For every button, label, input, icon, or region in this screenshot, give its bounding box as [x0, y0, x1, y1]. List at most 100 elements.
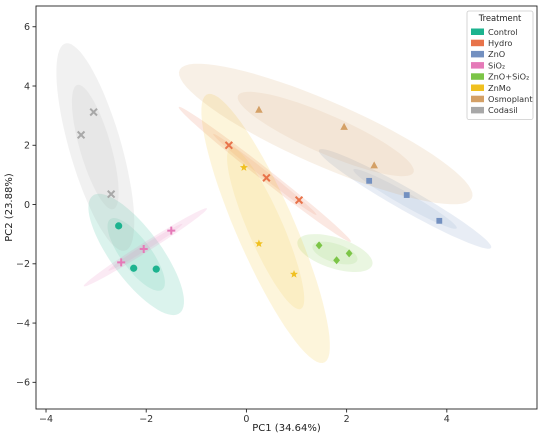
- y-tick-label: −4: [16, 318, 30, 329]
- legend-swatch-hydro: [471, 39, 484, 47]
- legend-title: Treatment: [478, 13, 522, 23]
- region-osmoplant: [179, 63, 473, 205]
- region-znmo: [201, 93, 330, 364]
- y-tick-label: −2: [16, 259, 30, 270]
- series-osmoplant: [255, 105, 378, 169]
- point-sio2-2: [139, 244, 148, 253]
- region-codasil: [56, 43, 135, 251]
- point-codasil-1: [76, 130, 86, 140]
- legend-label-zno: ZnO: [488, 49, 505, 59]
- legend-label-control: Control: [488, 27, 518, 37]
- point-hydro-1: [224, 141, 233, 150]
- legend-label-codasil: Codasil: [488, 105, 518, 115]
- point-hydro-3: [294, 195, 304, 205]
- y-axis-title: PC2 (23.88%): [4, 173, 15, 242]
- point-sio2-3: [167, 226, 176, 235]
- point-codasil-2: [89, 107, 98, 117]
- confidence-regions: [56, 43, 492, 364]
- point-zno-2: [403, 192, 410, 198]
- region-outer-znmo: [201, 93, 330, 364]
- point-znmo-3: [290, 270, 298, 278]
- y-tick-label: 4: [24, 81, 30, 92]
- point-zno-sio2-2: [333, 256, 340, 265]
- legend-swatch-codasil: [471, 106, 484, 114]
- series-sio2: [117, 226, 176, 267]
- region-outer-zno: [318, 149, 492, 249]
- region-outer-hydro: [178, 106, 351, 242]
- region-sio2: [83, 208, 207, 287]
- data-points: [76, 105, 443, 278]
- legend-label-osmoplant: Osmoplant: [488, 94, 533, 104]
- legend-label-sio2: SiO₂: [488, 60, 505, 70]
- point-sio2-1: [117, 258, 126, 267]
- region-outer-sio2: [83, 208, 207, 287]
- point-zno-1: [366, 177, 373, 184]
- legend-item-sio2: SiO₂: [471, 60, 505, 70]
- legend-item-zno: ZnO: [471, 49, 505, 59]
- x-tick-label: −4: [39, 414, 53, 425]
- series-znmo: [239, 163, 298, 278]
- x-tick-label: −2: [139, 414, 153, 425]
- legend-item-control: Control: [471, 27, 518, 37]
- legend-swatch-zno-sio2: [471, 73, 484, 80]
- point-control-2: [130, 264, 138, 272]
- y-tick-label: 6: [24, 22, 30, 33]
- series-control: [115, 222, 160, 273]
- region-core-control: [107, 218, 165, 291]
- point-zno-sio2-1: [315, 241, 323, 250]
- point-codasil-3: [107, 190, 116, 199]
- series-codasil: [76, 107, 116, 199]
- region-core-hydro: [213, 133, 317, 215]
- legend-item-hydro: Hydro: [471, 38, 512, 48]
- legend-label-zno-sio2: ZnO+SiO₂: [488, 72, 529, 82]
- point-control-1: [115, 222, 123, 230]
- legend-item-znmo: ZnMo: [471, 83, 511, 93]
- legend-label-hydro: Hydro: [488, 38, 512, 48]
- region-core-zno-sio2: [312, 241, 358, 265]
- point-zno-sio2-3: [345, 249, 353, 258]
- legend-swatch-zno: [471, 50, 484, 58]
- point-osmoplant-1: [255, 105, 263, 113]
- point-control-3: [152, 265, 160, 273]
- region-outer-control: [88, 193, 184, 316]
- region-outer-osmoplant: [179, 63, 473, 205]
- series-hydro: [224, 141, 304, 205]
- region-core-codasil: [71, 84, 119, 210]
- legend-item-osmoplant: Osmoplant: [471, 94, 533, 104]
- point-zno-3: [436, 217, 443, 224]
- y-tick-label: −6: [16, 378, 30, 389]
- x-tick-label: 2: [344, 414, 350, 425]
- y-tick-label: 2: [24, 141, 30, 152]
- region-core-osmoplant: [237, 91, 414, 177]
- point-znmo-2: [255, 239, 263, 247]
- point-osmoplant-2: [340, 122, 348, 130]
- legend-label-znmo: ZnMo: [488, 83, 511, 93]
- region-zno-sio2: [297, 234, 373, 272]
- series-zno: [366, 177, 443, 224]
- region-hydro: [178, 106, 351, 242]
- point-znmo-1: [239, 163, 248, 171]
- plot-frame: [35, 5, 538, 410]
- legend-item-codasil: Codasil: [471, 105, 518, 115]
- x-tick-label: 0: [243, 414, 249, 425]
- region-core-zno: [353, 169, 457, 229]
- y-tick-label: 0: [24, 200, 30, 211]
- x-axis-title: PC1 (34.64%): [252, 423, 321, 434]
- region-zno: [318, 149, 492, 249]
- legend-swatch-osmoplant: [471, 95, 484, 103]
- region-core-sio2: [108, 223, 183, 271]
- legend-item-zno-sio2: ZnO+SiO₂: [471, 72, 529, 82]
- region-outer-codasil: [56, 43, 135, 251]
- legend-swatch-znmo: [471, 84, 484, 91]
- axes: −4 −2 0 2 4 −6 −4 −2 0 2 4 6 PC1 (34.64%) PC2 (23.88%…: [4, 5, 538, 434]
- legend-swatch-sio2: [471, 62, 484, 69]
- x-tick-label: 4: [444, 414, 450, 425]
- region-control: [88, 193, 184, 316]
- legend-box: [466, 10, 534, 120]
- legend-swatch-control: [471, 28, 484, 35]
- region-core-znmo: [227, 147, 305, 310]
- region-outer-zno-sio2: [297, 234, 373, 272]
